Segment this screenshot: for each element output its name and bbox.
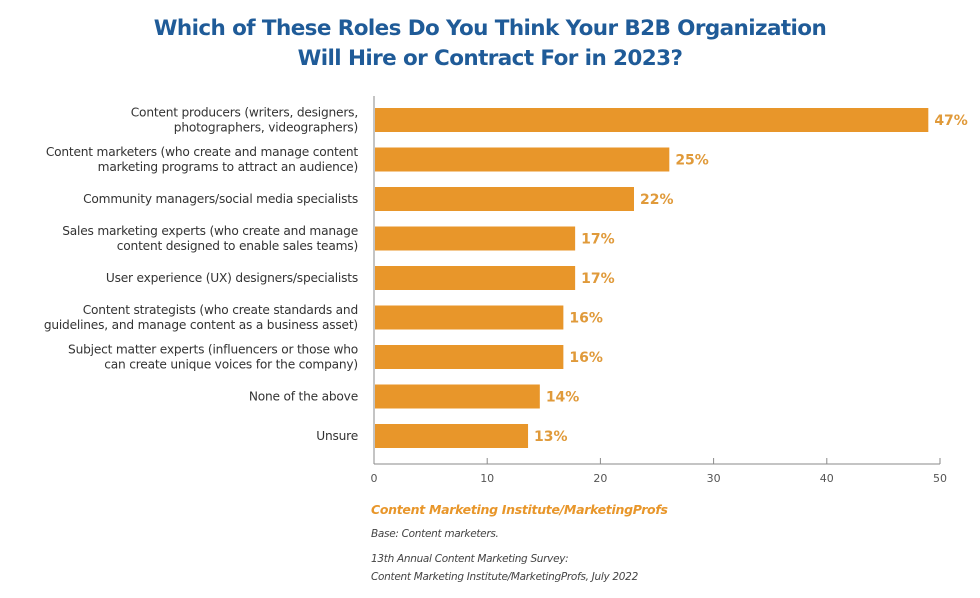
- x-tick-label: 40: [820, 472, 834, 485]
- chart-title: Which of These Roles Do You Think Your B…: [0, 14, 980, 74]
- bar: [375, 305, 564, 330]
- category-label: Content producers (writers, designers,: [131, 106, 358, 120]
- category-label: content designed to enable sales teams): [117, 239, 358, 253]
- bar-value-label: 25%: [675, 153, 709, 169]
- bar-value-label: 16%: [569, 350, 603, 366]
- bar-value-label: 17%: [581, 271, 615, 287]
- x-tick-label: 20: [593, 472, 607, 485]
- category-label: Unsure: [316, 429, 358, 443]
- bar: [375, 147, 670, 172]
- source-credit: Content Marketing Institute/MarketingPro…: [371, 502, 668, 517]
- category-label: Content marketers (who create and manage…: [46, 145, 359, 159]
- category-label: can create unique voices for the company…: [104, 358, 358, 372]
- bar: [375, 108, 929, 132]
- category-label: marketing programs to attract an audienc…: [98, 160, 358, 174]
- category-label: Community managers/social media speciali…: [83, 192, 358, 206]
- bar-value-label: 16%: [569, 311, 603, 327]
- bar: [375, 187, 635, 211]
- survey-note-line-1: 13th Annual Content Marketing Survey:: [371, 553, 569, 565]
- bar-value-label: 14%: [546, 390, 580, 406]
- category-label: Subject matter experts (influencers or t…: [68, 343, 358, 357]
- chart-title-line-2: Will Hire or Contract For in 2023?: [297, 46, 683, 71]
- bar: [375, 384, 540, 409]
- category-label: None of the above: [249, 390, 358, 404]
- bar: [375, 226, 576, 251]
- x-tick-label: 30: [707, 472, 721, 485]
- x-tick-label: 10: [480, 472, 494, 485]
- base-note: Base: Content marketers.: [371, 528, 499, 540]
- category-label: photographers, videographers): [174, 121, 358, 135]
- category-label: Content strategists (who create standard…: [83, 303, 358, 317]
- bar: [375, 345, 564, 369]
- bar: [375, 266, 576, 290]
- bar-value-label: 13%: [534, 429, 568, 445]
- bar-value-label: 17%: [581, 232, 615, 248]
- bar: [375, 424, 529, 448]
- x-tick-label: 0: [371, 472, 378, 485]
- x-tick-label: 50: [933, 472, 947, 485]
- bar-value-label: 47%: [934, 113, 968, 129]
- bar-value-label: 22%: [640, 192, 674, 208]
- category-label: Sales marketing experts (who create and …: [62, 224, 358, 238]
- x-axis: 0 10 20 30 40 50: [371, 96, 947, 485]
- category-label: User experience (UX) designers/specialis…: [106, 271, 358, 285]
- category-label: guidelines, and manage content as a busi…: [44, 318, 358, 332]
- bars-group: 47% Content producers (writers, designers…: [44, 106, 968, 448]
- survey-note-line-2: Content Marketing Institute/MarketingPro…: [371, 571, 638, 583]
- chart-title-line-1: Which of These Roles Do You Think Your B…: [153, 16, 827, 41]
